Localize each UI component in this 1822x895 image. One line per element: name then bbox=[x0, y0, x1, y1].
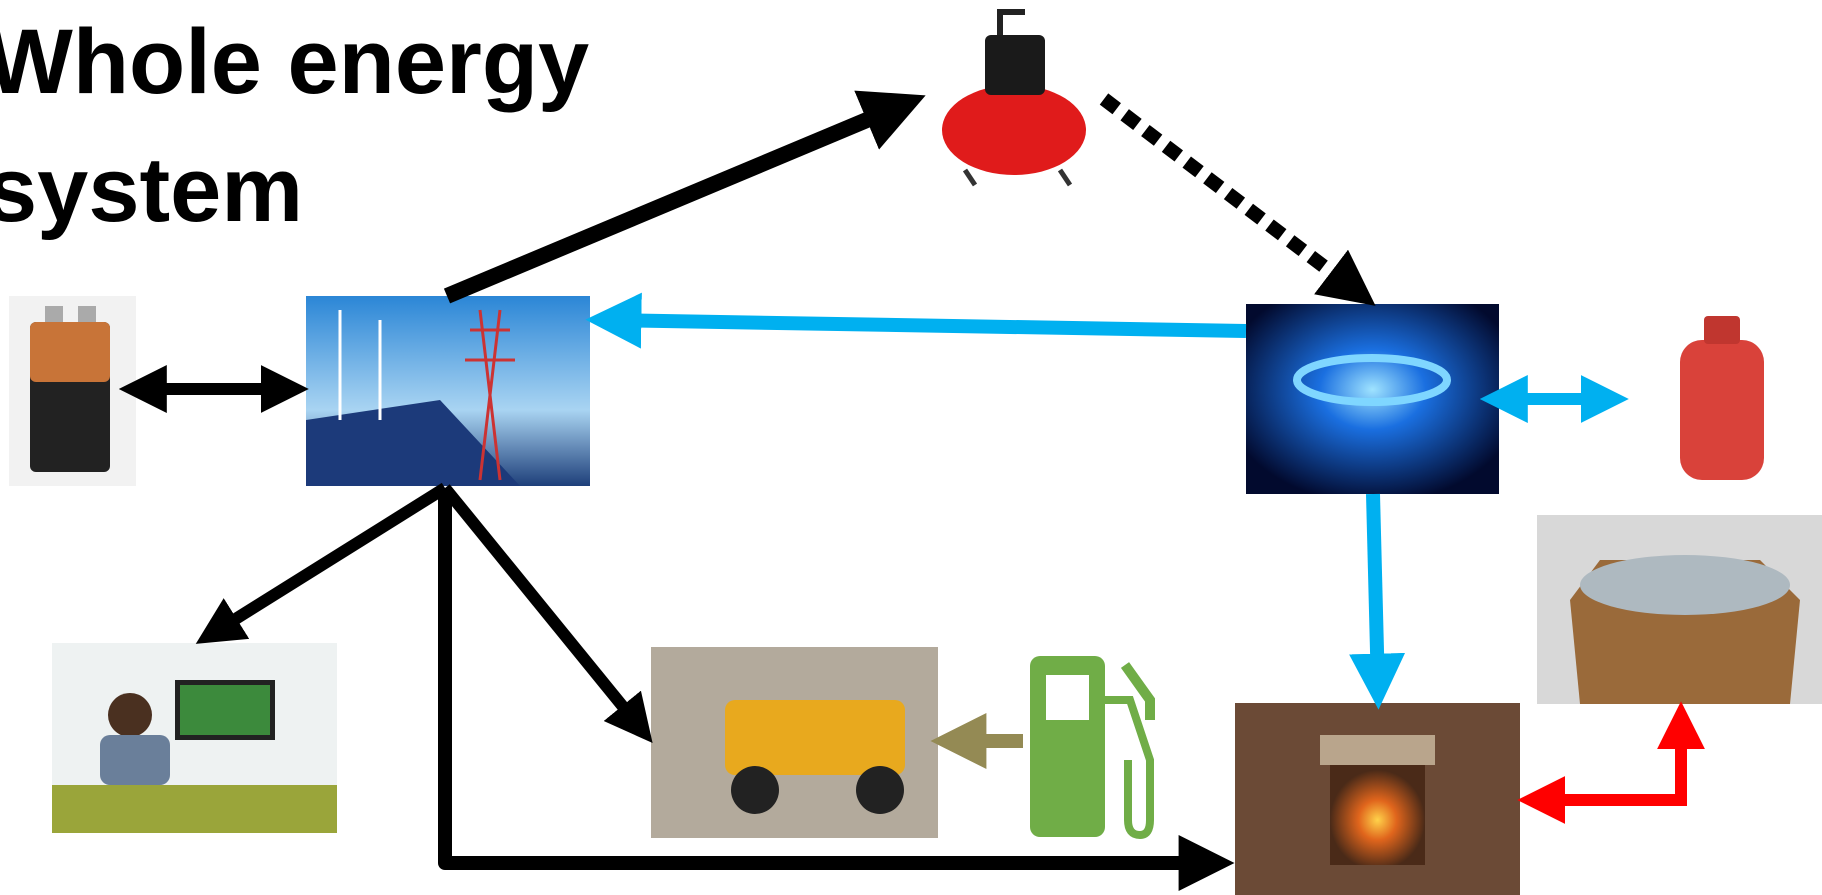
arrow bbox=[445, 488, 642, 730]
compressor-image bbox=[942, 12, 1086, 185]
slide: Whole energy system bbox=[0, 0, 1822, 895]
gas-flame-image bbox=[1246, 304, 1499, 494]
double-arrow bbox=[1535, 718, 1681, 800]
power-grid-image bbox=[306, 296, 590, 486]
propane-cylinder-image bbox=[1680, 316, 1764, 480]
page: Whole energy system bbox=[0, 0, 1822, 895]
fuel-pump-icon bbox=[1030, 656, 1150, 837]
battery-image bbox=[9, 296, 136, 486]
fireplace-image bbox=[1235, 703, 1520, 895]
arrow bbox=[447, 104, 905, 296]
hot-tub-image bbox=[1537, 515, 1822, 704]
tv-viewer-image bbox=[52, 643, 337, 833]
title: Whole energy system bbox=[0, 11, 589, 241]
arrow bbox=[210, 488, 445, 635]
arrow bbox=[1373, 494, 1378, 690]
dotted-arrow bbox=[1104, 99, 1360, 294]
title-line: system bbox=[0, 139, 303, 241]
car-image bbox=[651, 647, 938, 838]
title-line: Whole energy bbox=[0, 11, 589, 113]
arrow bbox=[605, 320, 1246, 331]
